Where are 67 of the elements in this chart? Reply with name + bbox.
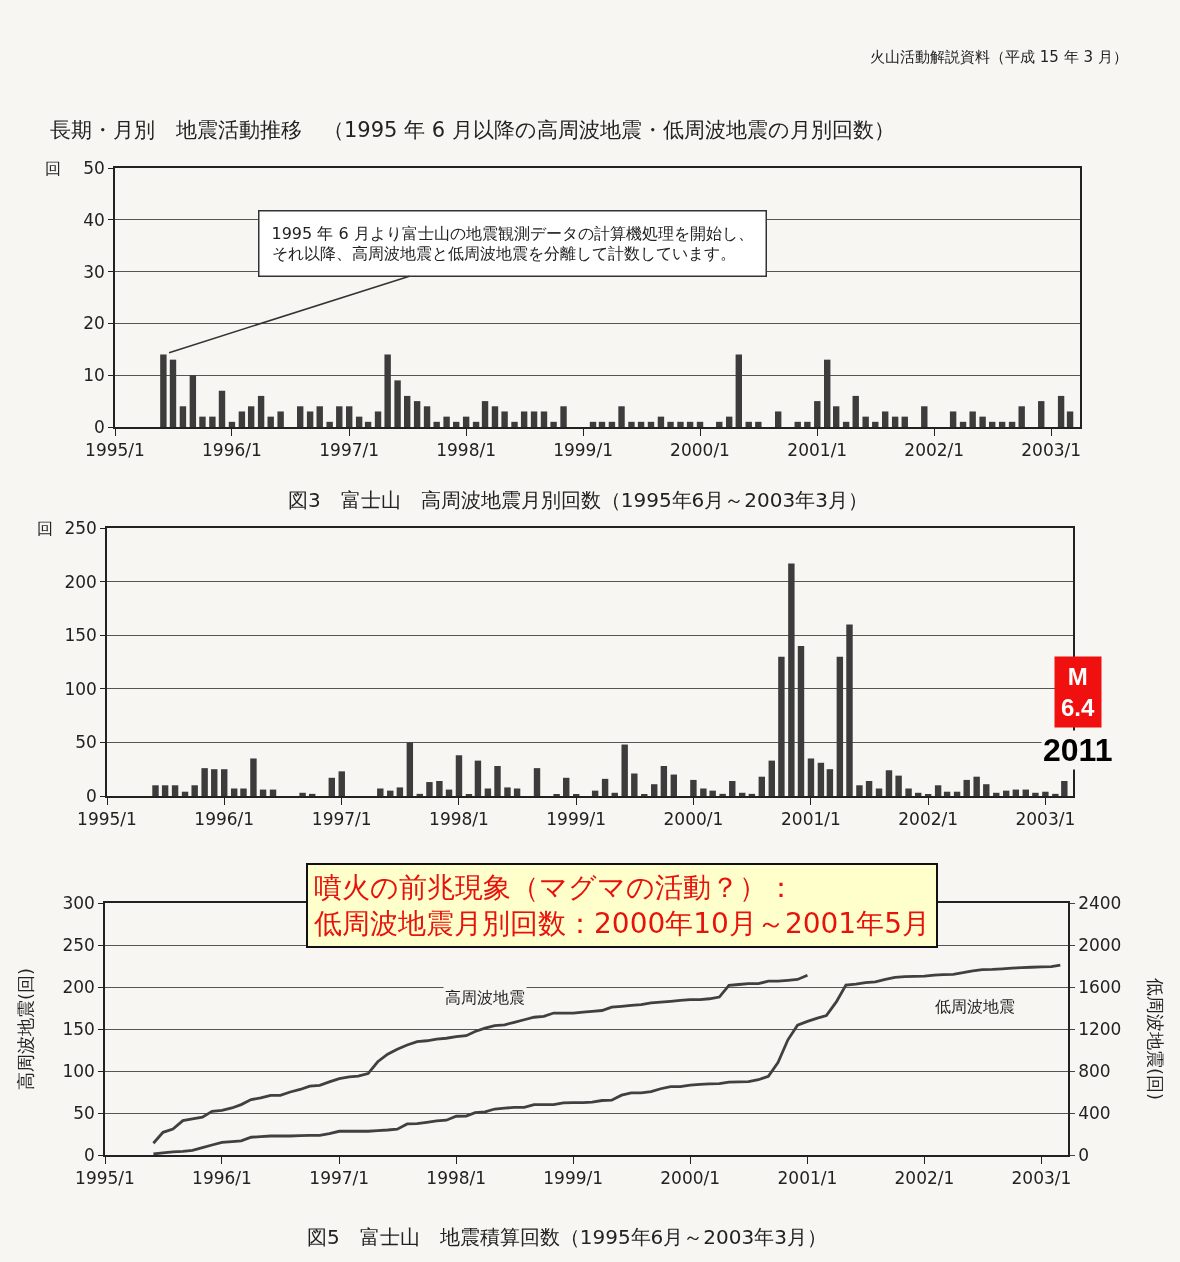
- x-tick-label: 2000/1: [663, 809, 724, 830]
- text: 火山活動解説資料（平成 15 年 3 月）: [870, 48, 1128, 66]
- y2-axis-title: 低周波地震(回): [1145, 978, 1166, 1101]
- y-axis-title: 回: [45, 159, 61, 178]
- x-tick-label: 2000/1: [670, 440, 730, 461]
- y-tick-label: 20: [83, 313, 105, 334]
- x-tick-label: 2002/1: [904, 440, 965, 461]
- y-tick-label: 50: [83, 157, 105, 178]
- annotation: 1995 年 6 月より富士山の地震観測データの計算機処理を開始し、それ以降、高周波地震と低周波地震を分離して計数しています。: [271, 223, 754, 264]
- y-tick-label: 250: [62, 934, 95, 955]
- y2-tick-label: 1200: [1078, 1018, 1122, 1039]
- y-tick-label: 50: [75, 732, 97, 753]
- y-axis-title: 回: [37, 519, 53, 538]
- chart-title: 長期・月別 地震活動推移 （1995 年 6 月以降の高周波地震・低周波地震の月別回数）: [50, 118, 895, 142]
- y-tick-label: 200: [64, 571, 97, 592]
- x-tick-label: 2001/1: [787, 440, 848, 461]
- y2-tick-label: 400: [1078, 1102, 1111, 1123]
- y-tick-label: 250: [64, 517, 97, 538]
- y-tick-label: 40: [83, 209, 105, 230]
- x-tick-label: 1998/1: [429, 809, 489, 830]
- y-tick-label: 0: [86, 785, 97, 806]
- x-tick-label: 2003/1: [1015, 809, 1076, 830]
- x-tick-label: 1997/1: [311, 809, 372, 830]
- series-label: 高周波地震: [445, 988, 525, 1007]
- y-tick-label: 100: [62, 1060, 95, 1081]
- annotation: 2011: [1043, 732, 1113, 768]
- y-tick-label: 0: [84, 1144, 95, 1165]
- annotation: M 6.4: [1061, 663, 1096, 722]
- y-axis-title: 高周波地震(回): [15, 967, 36, 1090]
- x-tick-label: 1996/1: [194, 809, 255, 830]
- x-tick-label: 1999/1: [546, 809, 607, 830]
- x-tick-label: 2002/1: [898, 809, 959, 830]
- x-tick-label: 2000/1: [660, 1168, 721, 1189]
- x-tick-label: 1998/1: [426, 1168, 487, 1189]
- x-axis-title: 図3 富士山 高周波地震月別回数（1995年6月～2003年3月）: [288, 488, 868, 512]
- x-tick-label: 2003/1: [1021, 440, 1082, 461]
- y2-tick-label: 2400: [1078, 892, 1122, 913]
- y2-tick-label: 800: [1078, 1060, 1111, 1081]
- y-tick-label: 300: [62, 892, 95, 913]
- x-axis-title: 図5 富士山 地震積算回数（1995年6月～2003年3月）: [307, 1225, 827, 1249]
- y2-tick-label: 0: [1078, 1144, 1089, 1165]
- y-tick-label: 50: [73, 1102, 95, 1123]
- y2-tick-label: 2000: [1078, 934, 1122, 955]
- x-tick-label: 1998/1: [436, 440, 497, 461]
- x-tick-label: 2001/1: [777, 1168, 838, 1189]
- y-tick-label: 0: [94, 416, 105, 437]
- y-tick-label: 200: [62, 976, 95, 997]
- x-tick-label: 2001/1: [781, 809, 841, 830]
- x-tick-label: 1995/1: [85, 440, 145, 461]
- y2-tick-label: 1600: [1078, 976, 1122, 997]
- x-tick-label: 1997/1: [319, 440, 380, 461]
- x-tick-label: 1999/1: [543, 1168, 604, 1189]
- y-tick-label: 150: [62, 1018, 95, 1039]
- annotation: 噴火の前兆現象（マグマの活動？）：低周波地震月別回数：2000年10月～2001年5月: [314, 871, 930, 941]
- series-label: 低周波地震: [935, 997, 1015, 1016]
- y-tick-label: 150: [64, 625, 97, 646]
- x-tick-label: 1995/1: [77, 809, 137, 830]
- x-tick-label: 1997/1: [309, 1168, 370, 1189]
- y-tick-label: 100: [64, 678, 97, 699]
- x-tick-label: 2003/1: [1011, 1168, 1072, 1189]
- y-tick-label: 30: [83, 261, 105, 282]
- y-tick-label: 10: [83, 365, 105, 386]
- x-tick-label: 1995/1: [75, 1168, 135, 1189]
- x-tick-label: 2002/1: [894, 1168, 955, 1189]
- x-tick-label: 1999/1: [553, 440, 613, 461]
- x-tick-label: 1996/1: [192, 1168, 252, 1189]
- x-tick-label: 1996/1: [202, 440, 262, 461]
